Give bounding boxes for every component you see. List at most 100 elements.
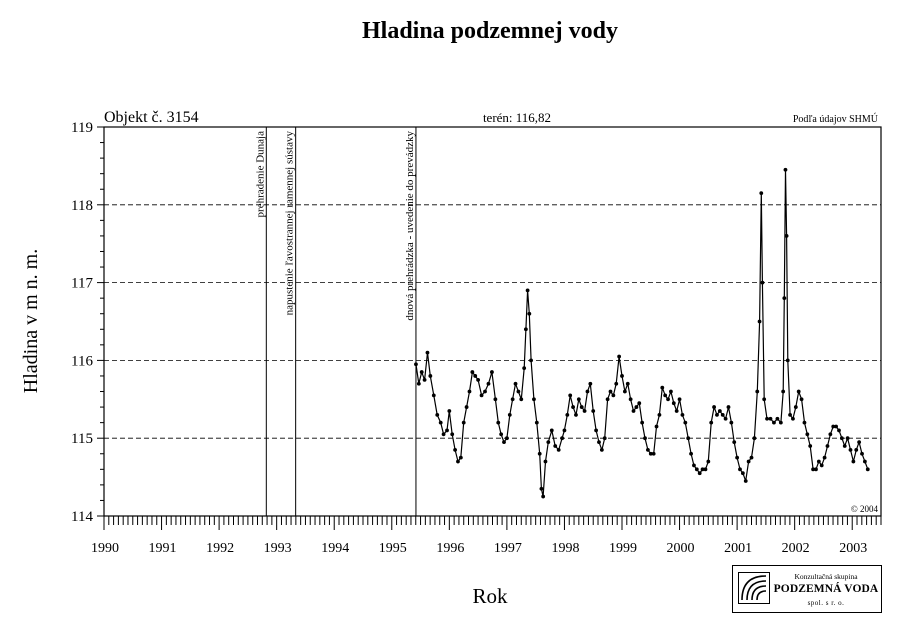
data-point (585, 389, 590, 394)
data-point (546, 440, 551, 444)
data-point (549, 428, 554, 433)
data-point (796, 389, 801, 394)
data-point (822, 455, 827, 460)
data-point (631, 409, 636, 413)
data-point (805, 432, 810, 437)
data-point (617, 354, 622, 359)
data-point (793, 405, 798, 409)
data-point (422, 377, 427, 382)
logo-line-3: spol. s r. o. (807, 599, 845, 607)
x-tick-label: 1991 (149, 541, 177, 556)
data-series (414, 167, 870, 499)
data-point (735, 455, 740, 460)
data-point (605, 397, 610, 402)
chart-title: Hladina podzemnej vody (362, 18, 618, 44)
data-point (628, 397, 633, 402)
data-point (749, 455, 754, 460)
data-point (706, 459, 711, 464)
source-label: Podľa údajov SHMÚ (793, 113, 879, 125)
event-label: dnová prehrádzka - uvedenie do prevádzky (404, 131, 416, 321)
data-point (674, 409, 679, 413)
x-tick-label: 1997 (494, 541, 522, 556)
x-tick-label: 1994 (321, 541, 349, 556)
data-point (414, 362, 418, 367)
x-axis: 1990 1991 1992 1993 1994 1995 1996 1997 1998 1999… (91, 516, 882, 556)
data-point (726, 405, 731, 409)
data-point (740, 471, 745, 476)
data-point (453, 447, 457, 452)
data-point (765, 416, 769, 421)
data-point (723, 416, 728, 421)
data-point (808, 444, 813, 448)
data-point (493, 397, 498, 402)
data-point (499, 432, 504, 437)
data-point (483, 389, 487, 394)
data-point (419, 370, 424, 374)
data-point (857, 440, 862, 444)
x-tick-label: 2001 (724, 541, 752, 556)
data-point (862, 459, 867, 464)
data-point (539, 486, 544, 491)
data-point (579, 405, 584, 409)
data-point (516, 389, 521, 394)
data-point (720, 412, 725, 417)
data-point (470, 370, 475, 374)
data-point (620, 374, 624, 378)
y-tick-label: 118 (71, 198, 93, 214)
data-point (755, 389, 760, 394)
data-point (523, 327, 528, 332)
x-axis-label: Rok (472, 584, 508, 608)
y-tick-label: 117 (71, 276, 93, 292)
x-tick-label: 1992 (206, 541, 234, 556)
data-point (854, 447, 859, 452)
data-point (458, 455, 463, 460)
data-point (831, 424, 836, 429)
data-point (657, 412, 662, 417)
data-point (490, 370, 494, 374)
y-tick-label: 115 (71, 431, 93, 447)
data-point (717, 409, 722, 413)
data-point (525, 288, 530, 293)
data-point (802, 420, 807, 425)
data-point (848, 447, 853, 452)
data-point (634, 405, 639, 409)
data-point (431, 393, 436, 398)
data-point (519, 397, 524, 402)
data-point (464, 405, 469, 409)
data-point (828, 432, 833, 437)
data-point (865, 467, 870, 472)
copyright-label: © 2004 (851, 504, 879, 514)
y-axis-label: Hladina v m n. m. (20, 249, 42, 393)
data-point (562, 428, 567, 433)
data-point (637, 401, 642, 406)
x-tick-label: 2000 (667, 541, 695, 556)
data-point (450, 432, 455, 437)
y-tick-label: 116 (71, 353, 93, 369)
data-point (839, 436, 844, 441)
data-point (502, 440, 506, 444)
data-point (781, 389, 786, 394)
data-point (486, 381, 491, 386)
data-point (594, 428, 598, 433)
data-point (709, 420, 714, 425)
data-point (683, 420, 688, 425)
data-point (671, 401, 676, 406)
data-point (648, 451, 653, 456)
data-point (799, 397, 804, 402)
data-point (416, 381, 421, 386)
object-label: Objekt č. 3154 (104, 109, 199, 126)
grid-lines (104, 204, 881, 439)
data-point (694, 467, 699, 472)
data-point (752, 436, 757, 441)
x-tick-label: 1999 (609, 541, 637, 556)
event-label: prehradenie Dunaja (254, 131, 266, 218)
data-point (697, 471, 702, 476)
data-point (640, 420, 645, 425)
data-point (788, 412, 792, 417)
data-point (700, 467, 705, 472)
data-point (574, 412, 578, 417)
data-point (614, 381, 619, 386)
data-point (513, 381, 518, 386)
data-point (622, 389, 627, 394)
data-point (757, 319, 762, 324)
